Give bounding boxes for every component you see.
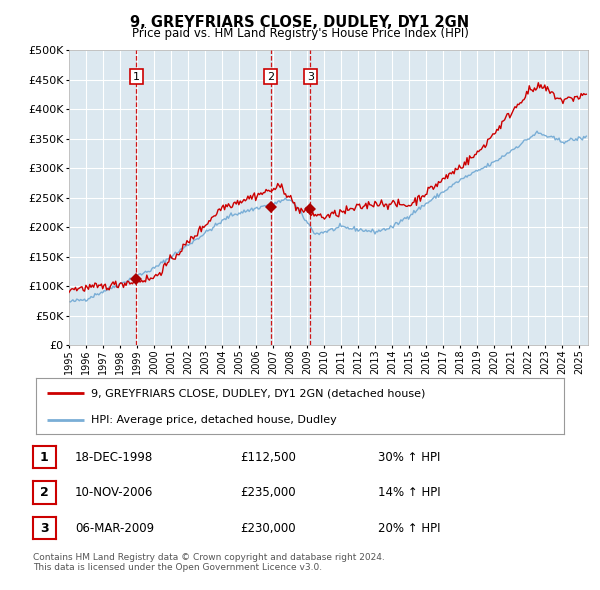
Text: 9, GREYFRIARS CLOSE, DUDLEY, DY1 2GN (detached house): 9, GREYFRIARS CLOSE, DUDLEY, DY1 2GN (de… xyxy=(91,388,426,398)
Text: 20% ↑ HPI: 20% ↑ HPI xyxy=(378,522,440,535)
Text: 2: 2 xyxy=(40,486,49,499)
Text: 2: 2 xyxy=(267,72,274,81)
Text: Contains HM Land Registry data © Crown copyright and database right 2024.: Contains HM Land Registry data © Crown c… xyxy=(33,553,385,562)
Text: 18-DEC-1998: 18-DEC-1998 xyxy=(75,451,153,464)
Text: £235,000: £235,000 xyxy=(240,486,296,499)
Text: 1: 1 xyxy=(40,451,49,464)
Text: HPI: Average price, detached house, Dudley: HPI: Average price, detached house, Dudl… xyxy=(91,415,337,425)
Text: 1: 1 xyxy=(133,72,140,81)
Text: 30% ↑ HPI: 30% ↑ HPI xyxy=(378,451,440,464)
Text: £112,500: £112,500 xyxy=(240,451,296,464)
Text: Price paid vs. HM Land Registry's House Price Index (HPI): Price paid vs. HM Land Registry's House … xyxy=(131,27,469,40)
Text: 14% ↑ HPI: 14% ↑ HPI xyxy=(378,486,440,499)
Text: This data is licensed under the Open Government Licence v3.0.: This data is licensed under the Open Gov… xyxy=(33,563,322,572)
Text: 3: 3 xyxy=(40,522,49,535)
Text: 9, GREYFRIARS CLOSE, DUDLEY, DY1 2GN: 9, GREYFRIARS CLOSE, DUDLEY, DY1 2GN xyxy=(130,15,470,30)
Text: 3: 3 xyxy=(307,72,314,81)
Text: 06-MAR-2009: 06-MAR-2009 xyxy=(75,522,154,535)
Text: 10-NOV-2006: 10-NOV-2006 xyxy=(75,486,154,499)
Text: £230,000: £230,000 xyxy=(240,522,296,535)
